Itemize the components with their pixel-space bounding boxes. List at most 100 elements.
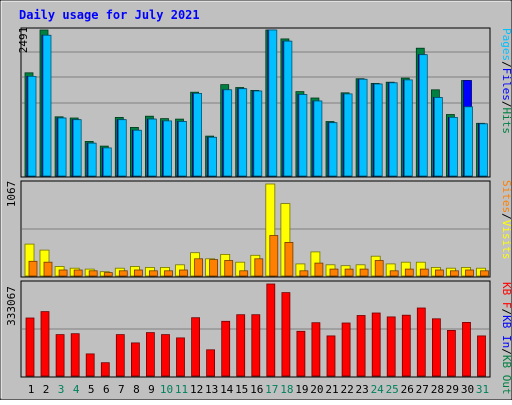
bar-kbf-1: [25, 317, 35, 377]
legend-item-pages: Pages: [500, 28, 512, 61]
bar-sites-22: [344, 268, 354, 277]
x-label-day-1: 1: [28, 383, 35, 396]
ymax-label-top: 2491: [17, 27, 30, 54]
bar-kbf-6: [100, 362, 110, 377]
bar-pages-25: [388, 82, 398, 177]
bar-kbf-26: [401, 314, 411, 377]
bar-pages-28: [433, 97, 443, 177]
bar-pages-30: [464, 106, 473, 177]
legend-item-kb-f: KB F: [500, 282, 512, 309]
bar-pages-2: [42, 34, 52, 177]
bar-kbf-5: [85, 353, 95, 377]
x-label-day-15: 15: [235, 383, 248, 396]
bar-kbf-7: [115, 334, 125, 377]
x-label-day-31: 31: [476, 383, 489, 396]
bar-kbf-4: [70, 333, 80, 377]
x-axis-labels: 1 2 3 4 5 6 7 8 9 10 11 12 13 14 15 16 17 18 19 20 21 22 23 24 2…: [28, 383, 489, 396]
legend-item-sites: Sites: [500, 180, 512, 213]
bar-sites-29: [449, 270, 459, 277]
ymax-label-bottom: 333067: [5, 286, 18, 326]
legend-item-hits: Hits: [500, 108, 512, 135]
x-label-day-9: 9: [148, 383, 155, 396]
bar-pages-15: [238, 88, 248, 177]
bar-pages-31: [479, 123, 488, 177]
x-label-day-24: 24: [371, 383, 385, 396]
bar-kbf-24: [371, 312, 381, 377]
x-label-day-13: 13: [205, 383, 218, 396]
bar-sites-11: [179, 269, 188, 277]
bar-pages-14: [223, 89, 233, 177]
legend-top: Pages/Files/Hits: [500, 28, 512, 134]
x-label-day-16: 16: [250, 383, 263, 396]
bar-pages-19: [298, 94, 308, 177]
bar-pages-23: [358, 78, 368, 177]
x-label-day-20: 20: [310, 383, 323, 396]
x-label-day-11: 11: [175, 383, 188, 396]
bar-sites-24: [374, 260, 384, 277]
bar-kbf-13: [206, 349, 216, 377]
bar-kbf-19: [296, 330, 306, 377]
legend-item-files: Files: [500, 68, 512, 101]
bar-pages-10: [163, 120, 172, 177]
bar-sites-25: [389, 270, 399, 277]
legend-item-kb-in: KB In: [500, 315, 512, 348]
legend-item-visits: Visits: [500, 220, 512, 260]
bar-pages-24: [373, 83, 383, 177]
x-label-day-21: 21: [325, 383, 338, 396]
bar-kbf-23: [356, 315, 366, 377]
x-label-day-3: 3: [58, 383, 65, 396]
bar-kbf-3: [55, 334, 65, 377]
x-label-day-8: 8: [133, 383, 140, 396]
legend-sep: /: [500, 61, 512, 68]
legend-sep: /: [500, 213, 512, 220]
bar-sites-26: [404, 268, 414, 277]
bar-kbf-25: [386, 316, 396, 377]
bar-sites-7: [118, 270, 128, 277]
bar-sites-27: [419, 268, 429, 277]
ymax-label-middle: 1067: [5, 181, 18, 208]
x-label-day-14: 14: [220, 383, 234, 396]
bar-kbf-10: [161, 334, 170, 377]
legend-bottom: KB F/KB In/KB Out: [500, 282, 512, 395]
bar-pages-12: [193, 93, 203, 177]
bar-kbf-9: [145, 332, 155, 377]
x-label-day-23: 23: [355, 383, 368, 396]
bar-sites-2: [43, 261, 53, 277]
bar-kbf-12: [191, 317, 201, 377]
bar-sites-8: [133, 269, 143, 277]
bar-pages-21: [328, 122, 338, 177]
bar-pages-22: [343, 93, 353, 177]
x-label-day-7: 7: [118, 383, 125, 396]
bar-pages-7: [117, 119, 127, 177]
bar-pages-11: [178, 121, 187, 177]
bar-kbf-27: [416, 307, 426, 377]
bar-sites-18: [284, 241, 294, 277]
bar-sites-20: [314, 262, 324, 277]
bar-pages-4: [72, 119, 82, 177]
bar-pages-5: [87, 142, 97, 177]
legend-sep: /: [500, 101, 512, 108]
bar-pages-27: [418, 54, 428, 177]
bar-kbf-22: [341, 322, 351, 377]
bar-sites-1: [28, 260, 38, 277]
bar-sites-15: [239, 270, 249, 277]
x-label-day-12: 12: [190, 383, 203, 396]
x-label-day-18: 18: [280, 383, 293, 396]
x-label-day-29: 29: [446, 383, 459, 396]
bar-kbf-28: [431, 318, 441, 377]
bar-sites-12: [194, 258, 204, 277]
legend-middle: Sites/Visits: [500, 180, 512, 260]
bar-kbf-2: [40, 311, 50, 377]
bar-pages-18: [283, 40, 293, 177]
x-label-day-2: 2: [43, 383, 50, 396]
bar-kbf-16: [251, 314, 261, 377]
bar-sites-31: [480, 270, 489, 277]
x-label-day-22: 22: [340, 383, 353, 396]
x-label-day-28: 28: [431, 383, 444, 396]
bar-pages-1: [27, 76, 37, 177]
bar-pages-26: [403, 79, 413, 177]
bar-kbf-17: [266, 283, 276, 377]
bar-sites-4: [73, 269, 83, 277]
